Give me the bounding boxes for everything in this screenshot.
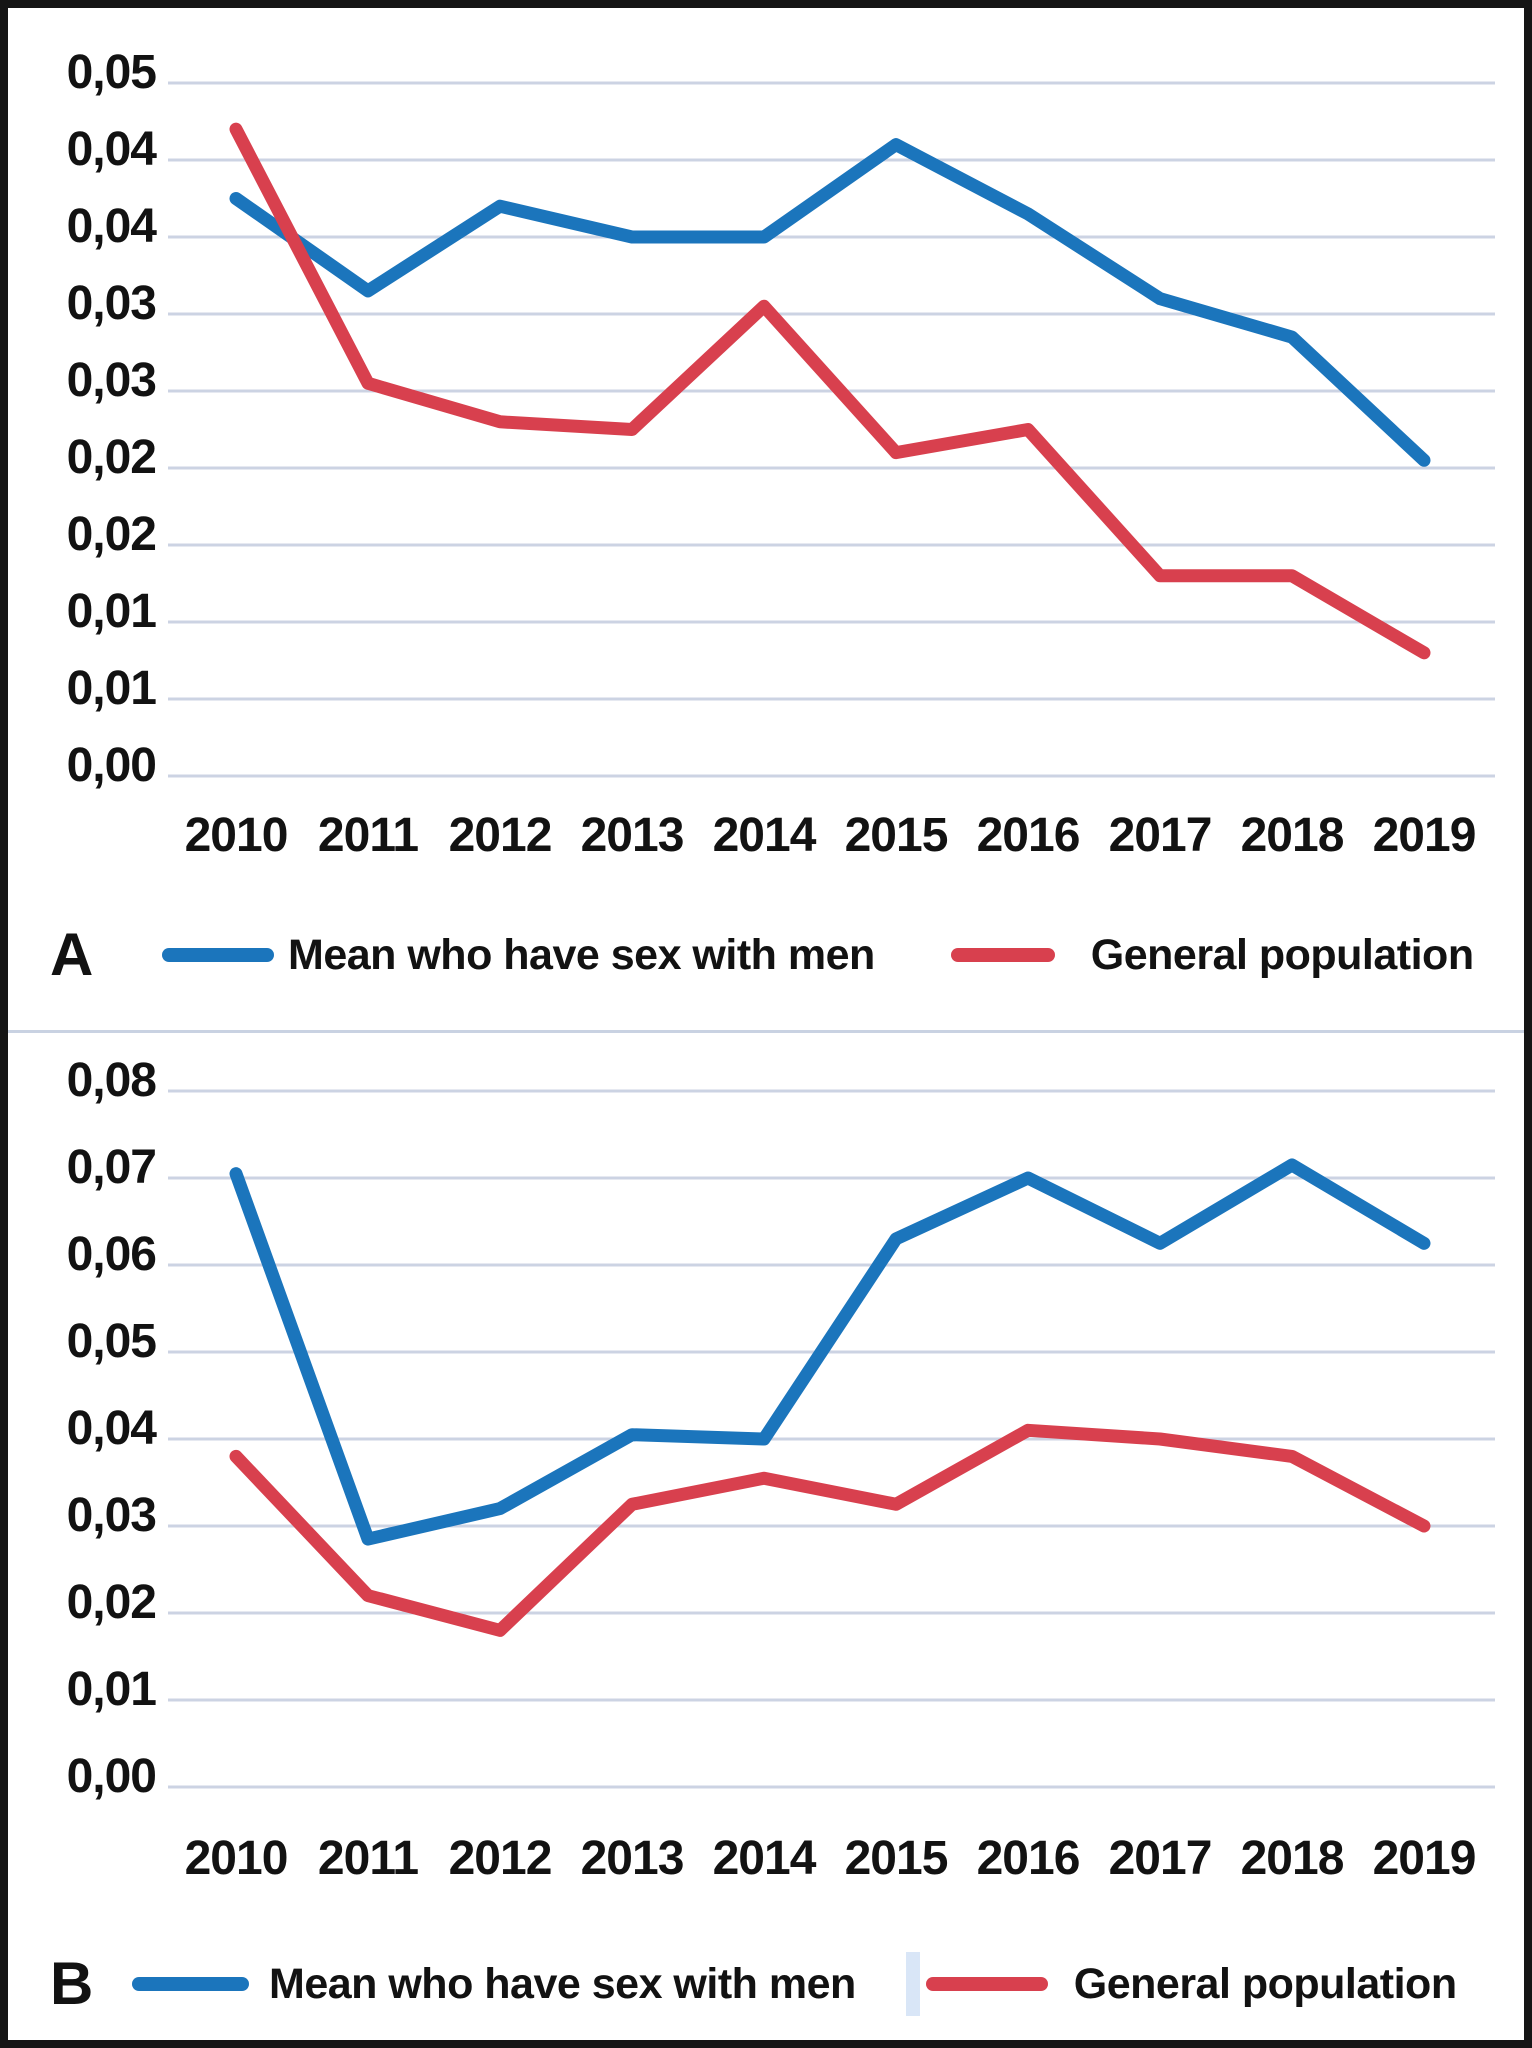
x-tick-label: 2015 xyxy=(844,809,949,862)
y-tick-label: 0,05 xyxy=(66,1315,157,1368)
series-line-general xyxy=(229,1423,1431,1637)
y-tick-label: 0,08 xyxy=(66,1054,157,1107)
highlight-artifact xyxy=(905,1952,920,2016)
y-tick-label: 0,01 xyxy=(66,662,157,715)
x-tick-label: 2013 xyxy=(580,1832,685,1885)
x-tick-label: 2019 xyxy=(1372,1832,1477,1885)
x-tick-label: 2011 xyxy=(317,809,419,862)
y-tick-label: 0,00 xyxy=(66,1750,157,1803)
y-tick-label: 0,03 xyxy=(66,354,157,407)
y-tick-label: 0,05 xyxy=(66,46,157,99)
legend-line-general-icon xyxy=(950,948,1055,962)
x-tick-label: 2018 xyxy=(1240,1832,1345,1885)
y-tick-label: 0,02 xyxy=(66,508,157,561)
y-tick-label: 0,00 xyxy=(66,739,157,792)
x-tick-label: 2015 xyxy=(844,1832,949,1885)
y-tick-label: 0,04 xyxy=(66,1402,157,1455)
y-tick-label: 0,04 xyxy=(66,123,157,176)
x-tick-label: 2019 xyxy=(1372,809,1477,862)
x-tick-label: 2010 xyxy=(184,1832,289,1885)
x-tick-label: 2013 xyxy=(580,809,685,862)
x-tick-label: 2017 xyxy=(1108,1832,1213,1885)
panel-a: 0,05 0,04 0,04 0,03 0,03 0,02 0,02 0,01 0,01 0,00… xyxy=(8,8,1524,1030)
legend-line-general-icon xyxy=(925,1977,1048,1991)
series-line-general xyxy=(229,122,1431,660)
y-tick-label: 0,06 xyxy=(66,1228,157,1281)
y-tick-label: 0,02 xyxy=(66,431,157,484)
y-tick-label: 0,04 xyxy=(66,200,157,253)
y-tick-label: 0,02 xyxy=(66,1576,157,1629)
x-tick-label: 2012 xyxy=(448,809,553,862)
panel-b-plot xyxy=(168,1089,1495,1789)
x-tick-label: 2011 xyxy=(317,1832,419,1885)
panel-a-plot xyxy=(168,81,1495,778)
y-tick-label: 0,01 xyxy=(66,585,157,638)
panel-divider xyxy=(8,1030,1524,1033)
x-tick-label: 2014 xyxy=(712,1832,817,1885)
x-tick-label: 2010 xyxy=(184,809,289,862)
legend-label-general: General population xyxy=(1090,930,1474,979)
y-tick-label: 0,03 xyxy=(66,1489,157,1542)
panel-b-label: B xyxy=(50,1950,94,2017)
x-tick-label: 2016 xyxy=(976,1832,1081,1885)
panel-b: 0,08 0,07 0,06 0,05 0,04 0,03 0,02 0,01 0,00 201… xyxy=(8,1033,1524,2033)
y-tick-label: 0,03 xyxy=(66,277,157,330)
x-tick-label: 2016 xyxy=(976,809,1081,862)
legend-label-msm: Mean who have sex with men xyxy=(269,1959,856,2008)
legend-line-msm-icon xyxy=(132,1977,249,1991)
panel-a-label: A xyxy=(50,921,94,988)
x-tick-label: 2014 xyxy=(712,809,817,862)
legend-label-msm: Mean who have sex with men xyxy=(288,930,875,979)
y-tick-label: 0,01 xyxy=(66,1663,157,1716)
legend-line-msm-icon xyxy=(162,948,274,962)
x-tick-label: 2017 xyxy=(1108,809,1213,862)
y-tick-label: 0,07 xyxy=(66,1141,157,1194)
x-tick-label: 2018 xyxy=(1240,809,1345,862)
panel-b-legend: B Mean who have sex with men General pop… xyxy=(8,1945,1524,2023)
series-line-msm xyxy=(229,138,1431,467)
series-line-msm xyxy=(229,1158,1431,1546)
panel-a-legend: A Mean who have sex with men General pop… xyxy=(8,916,1524,994)
legend-label-general: General population xyxy=(1073,1959,1457,2008)
x-tick-label: 2012 xyxy=(448,1832,553,1885)
